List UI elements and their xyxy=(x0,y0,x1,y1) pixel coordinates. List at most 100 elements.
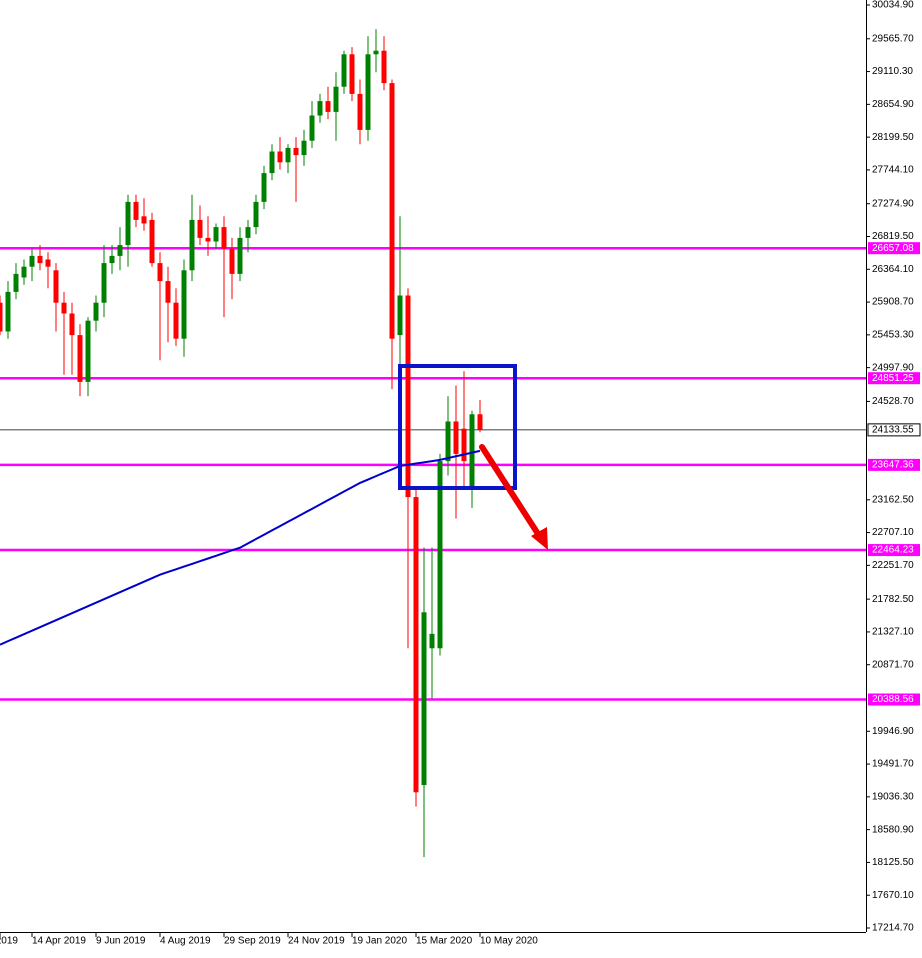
y-tick-label: 19036.30 xyxy=(872,791,914,802)
plot xyxy=(0,29,866,858)
x-tick-label: 14 Apr 2019 xyxy=(32,936,86,947)
candle-body xyxy=(157,263,163,282)
candle-body xyxy=(109,255,115,264)
candle-body xyxy=(261,173,267,202)
x-tick-label: 19 Jan 2020 xyxy=(352,936,407,947)
candle-body xyxy=(13,273,19,292)
candle-body xyxy=(477,414,483,430)
x-tick-label: 4 Aug 2019 xyxy=(160,936,211,947)
candle-body xyxy=(125,201,131,246)
level-label: 24851.25 xyxy=(872,373,914,384)
candle-body xyxy=(229,248,235,274)
candle-body xyxy=(181,270,187,339)
candle-body xyxy=(61,302,67,314)
candle-body xyxy=(437,461,443,649)
candle-body xyxy=(381,50,387,84)
candle-body xyxy=(221,227,227,249)
candle-body xyxy=(293,147,299,156)
x-tick-label: 2019 xyxy=(0,936,18,947)
y-tick-label: 28654.90 xyxy=(872,99,914,110)
candle-body xyxy=(213,227,219,242)
x-tick-label: 24 Nov 2019 xyxy=(288,936,345,947)
y-tick-label: 20871.70 xyxy=(872,659,914,670)
candle-body xyxy=(389,83,395,339)
candle-body xyxy=(405,295,411,498)
candle-body xyxy=(253,201,259,228)
candle-body xyxy=(365,54,371,130)
candle-body xyxy=(413,497,419,793)
candle-body xyxy=(189,219,195,271)
x-tick-label: 9 Jun 2019 xyxy=(96,936,146,947)
y-tick-label: 21782.50 xyxy=(872,594,914,605)
y-tick-label: 25453.30 xyxy=(872,329,914,340)
candle-body xyxy=(173,302,179,339)
candle-body xyxy=(421,612,427,786)
candle-body xyxy=(29,255,35,267)
candle-body xyxy=(101,263,107,303)
level-label: 20388.56 xyxy=(872,694,914,705)
candle-body xyxy=(205,237,211,242)
x-tick-label: 29 Sep 2019 xyxy=(224,936,281,947)
y-tick-label: 18580.90 xyxy=(872,824,914,835)
candle-body xyxy=(285,147,291,163)
candle-body xyxy=(301,140,307,156)
y-tick-label: 30034.90 xyxy=(872,0,914,11)
candle-body xyxy=(21,266,27,278)
level-label: 22464.23 xyxy=(872,545,914,556)
y-tick-label: 27744.10 xyxy=(872,165,914,176)
candle-body xyxy=(53,270,59,303)
candle-body xyxy=(373,50,379,55)
y-tick-label: 18125.50 xyxy=(872,857,914,868)
candle-body xyxy=(341,54,347,87)
price-label: 24133.55 xyxy=(872,425,914,436)
y-tick-label: 22707.10 xyxy=(872,527,914,538)
candle-body xyxy=(453,421,459,454)
y-tick-label: 28199.50 xyxy=(872,132,914,143)
y-tick-label: 26819.50 xyxy=(872,231,914,242)
candle-body xyxy=(277,151,283,163)
candle-body xyxy=(93,302,99,321)
arrow-shaft xyxy=(479,444,543,540)
candle-body xyxy=(117,245,123,256)
candle-body xyxy=(77,335,83,382)
level-label-bg xyxy=(868,458,920,471)
candle-body xyxy=(237,237,243,274)
candle-body xyxy=(85,320,91,382)
candle-body xyxy=(37,255,43,264)
candle-body xyxy=(197,219,203,238)
candle-body xyxy=(69,313,75,336)
y-tick-label: 23162.50 xyxy=(872,494,914,505)
highlight-box xyxy=(398,364,517,490)
y-tick-label: 25908.70 xyxy=(872,297,914,308)
candle-body xyxy=(149,219,155,264)
candle-body xyxy=(309,115,315,141)
level-label: 26657.08 xyxy=(872,243,914,254)
x-tick-label: 15 Mar 2020 xyxy=(416,936,473,947)
price-label-bg xyxy=(867,423,921,437)
y-tick-label: 29565.70 xyxy=(872,33,914,44)
candle-body xyxy=(445,421,451,462)
y-tick-label: 17214.70 xyxy=(872,923,914,934)
candle-body xyxy=(325,101,331,112)
candle-body xyxy=(317,101,323,116)
candle-body xyxy=(165,281,171,303)
candle-body xyxy=(269,151,275,174)
arrow-head xyxy=(531,527,548,550)
candle-body xyxy=(245,227,251,238)
candle-body xyxy=(141,216,147,224)
level-label-bg xyxy=(868,372,920,385)
level-label: 23647.36 xyxy=(872,460,914,471)
candle-body xyxy=(397,295,403,336)
level-label-bg xyxy=(868,693,920,706)
y-tick-label: 22251.70 xyxy=(872,560,914,571)
x-tick-label: 10 May 2020 xyxy=(480,936,538,947)
y-tick-label: 17670.10 xyxy=(872,890,914,901)
y-tick-label: 19491.70 xyxy=(872,759,914,770)
candle-body xyxy=(133,201,139,220)
y-tick-label: 29110.30 xyxy=(872,66,913,77)
arrow xyxy=(479,444,548,550)
candle-body xyxy=(45,259,51,267)
